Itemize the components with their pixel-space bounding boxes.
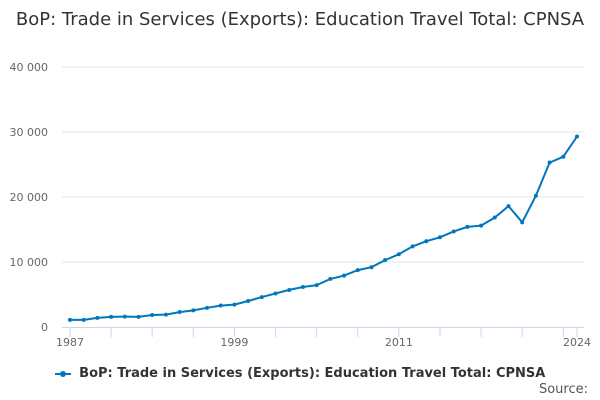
- x-tick-label: 1987: [56, 336, 84, 349]
- data-point: [81, 317, 86, 322]
- data-point: [520, 220, 525, 225]
- data-point: [95, 315, 100, 320]
- data-point: [273, 291, 278, 296]
- data-point: [342, 273, 347, 278]
- data-point: [533, 193, 538, 198]
- data-point: [218, 303, 223, 308]
- y-tick-label: 30 000: [10, 126, 49, 139]
- data-point: [246, 299, 251, 303]
- y-tick-label: 40 000: [10, 61, 49, 74]
- data-point: [547, 160, 552, 165]
- data-point: [163, 312, 168, 317]
- data-point: [479, 223, 484, 228]
- legend-marker-icon: [54, 370, 71, 377]
- data-point: [136, 314, 141, 319]
- chart-title: BoP: Trade in Services (Exports): Educat…: [15, 9, 585, 30]
- source-label: Source:: [538, 382, 588, 397]
- x-tick-label: 2011: [385, 336, 413, 349]
- data-point: [383, 258, 388, 263]
- y-tick-label: 0: [41, 321, 48, 334]
- y-tick-label: 10 000: [10, 256, 49, 269]
- data-point: [561, 154, 566, 159]
- data-point: [287, 287, 292, 292]
- y-tick-label: 20 000: [10, 191, 49, 204]
- legend[interactable]: BoP: Trade in Services (Exports): Educat…: [0, 366, 600, 381]
- data-point: [328, 276, 333, 281]
- data-point: [150, 312, 155, 317]
- data-point: [492, 215, 497, 220]
- data-point: [109, 314, 114, 319]
- data-point: [300, 285, 305, 290]
- x-tick-label: 2024: [563, 336, 591, 349]
- data-point: [410, 244, 415, 249]
- data-point: [396, 252, 401, 257]
- legend-label: BoP: Trade in Services (Exports): Educat…: [79, 366, 546, 381]
- data-point: [191, 308, 196, 313]
- data-point: [437, 235, 442, 240]
- data-point: [122, 314, 127, 319]
- data-point: [205, 305, 210, 310]
- data-point: [465, 224, 470, 229]
- data-point: [506, 204, 511, 209]
- data-point: [177, 310, 182, 315]
- data-point: [355, 268, 360, 273]
- data-point: [369, 265, 374, 270]
- series-line: [70, 135, 578, 321]
- data-point: [575, 134, 579, 139]
- data-point: [314, 283, 319, 288]
- data-point: [259, 295, 264, 300]
- data-point: [424, 239, 429, 244]
- x-tick-label: 1999: [220, 336, 248, 349]
- data-point: [68, 317, 72, 322]
- data-point: [232, 302, 237, 307]
- data-point: [451, 229, 456, 234]
